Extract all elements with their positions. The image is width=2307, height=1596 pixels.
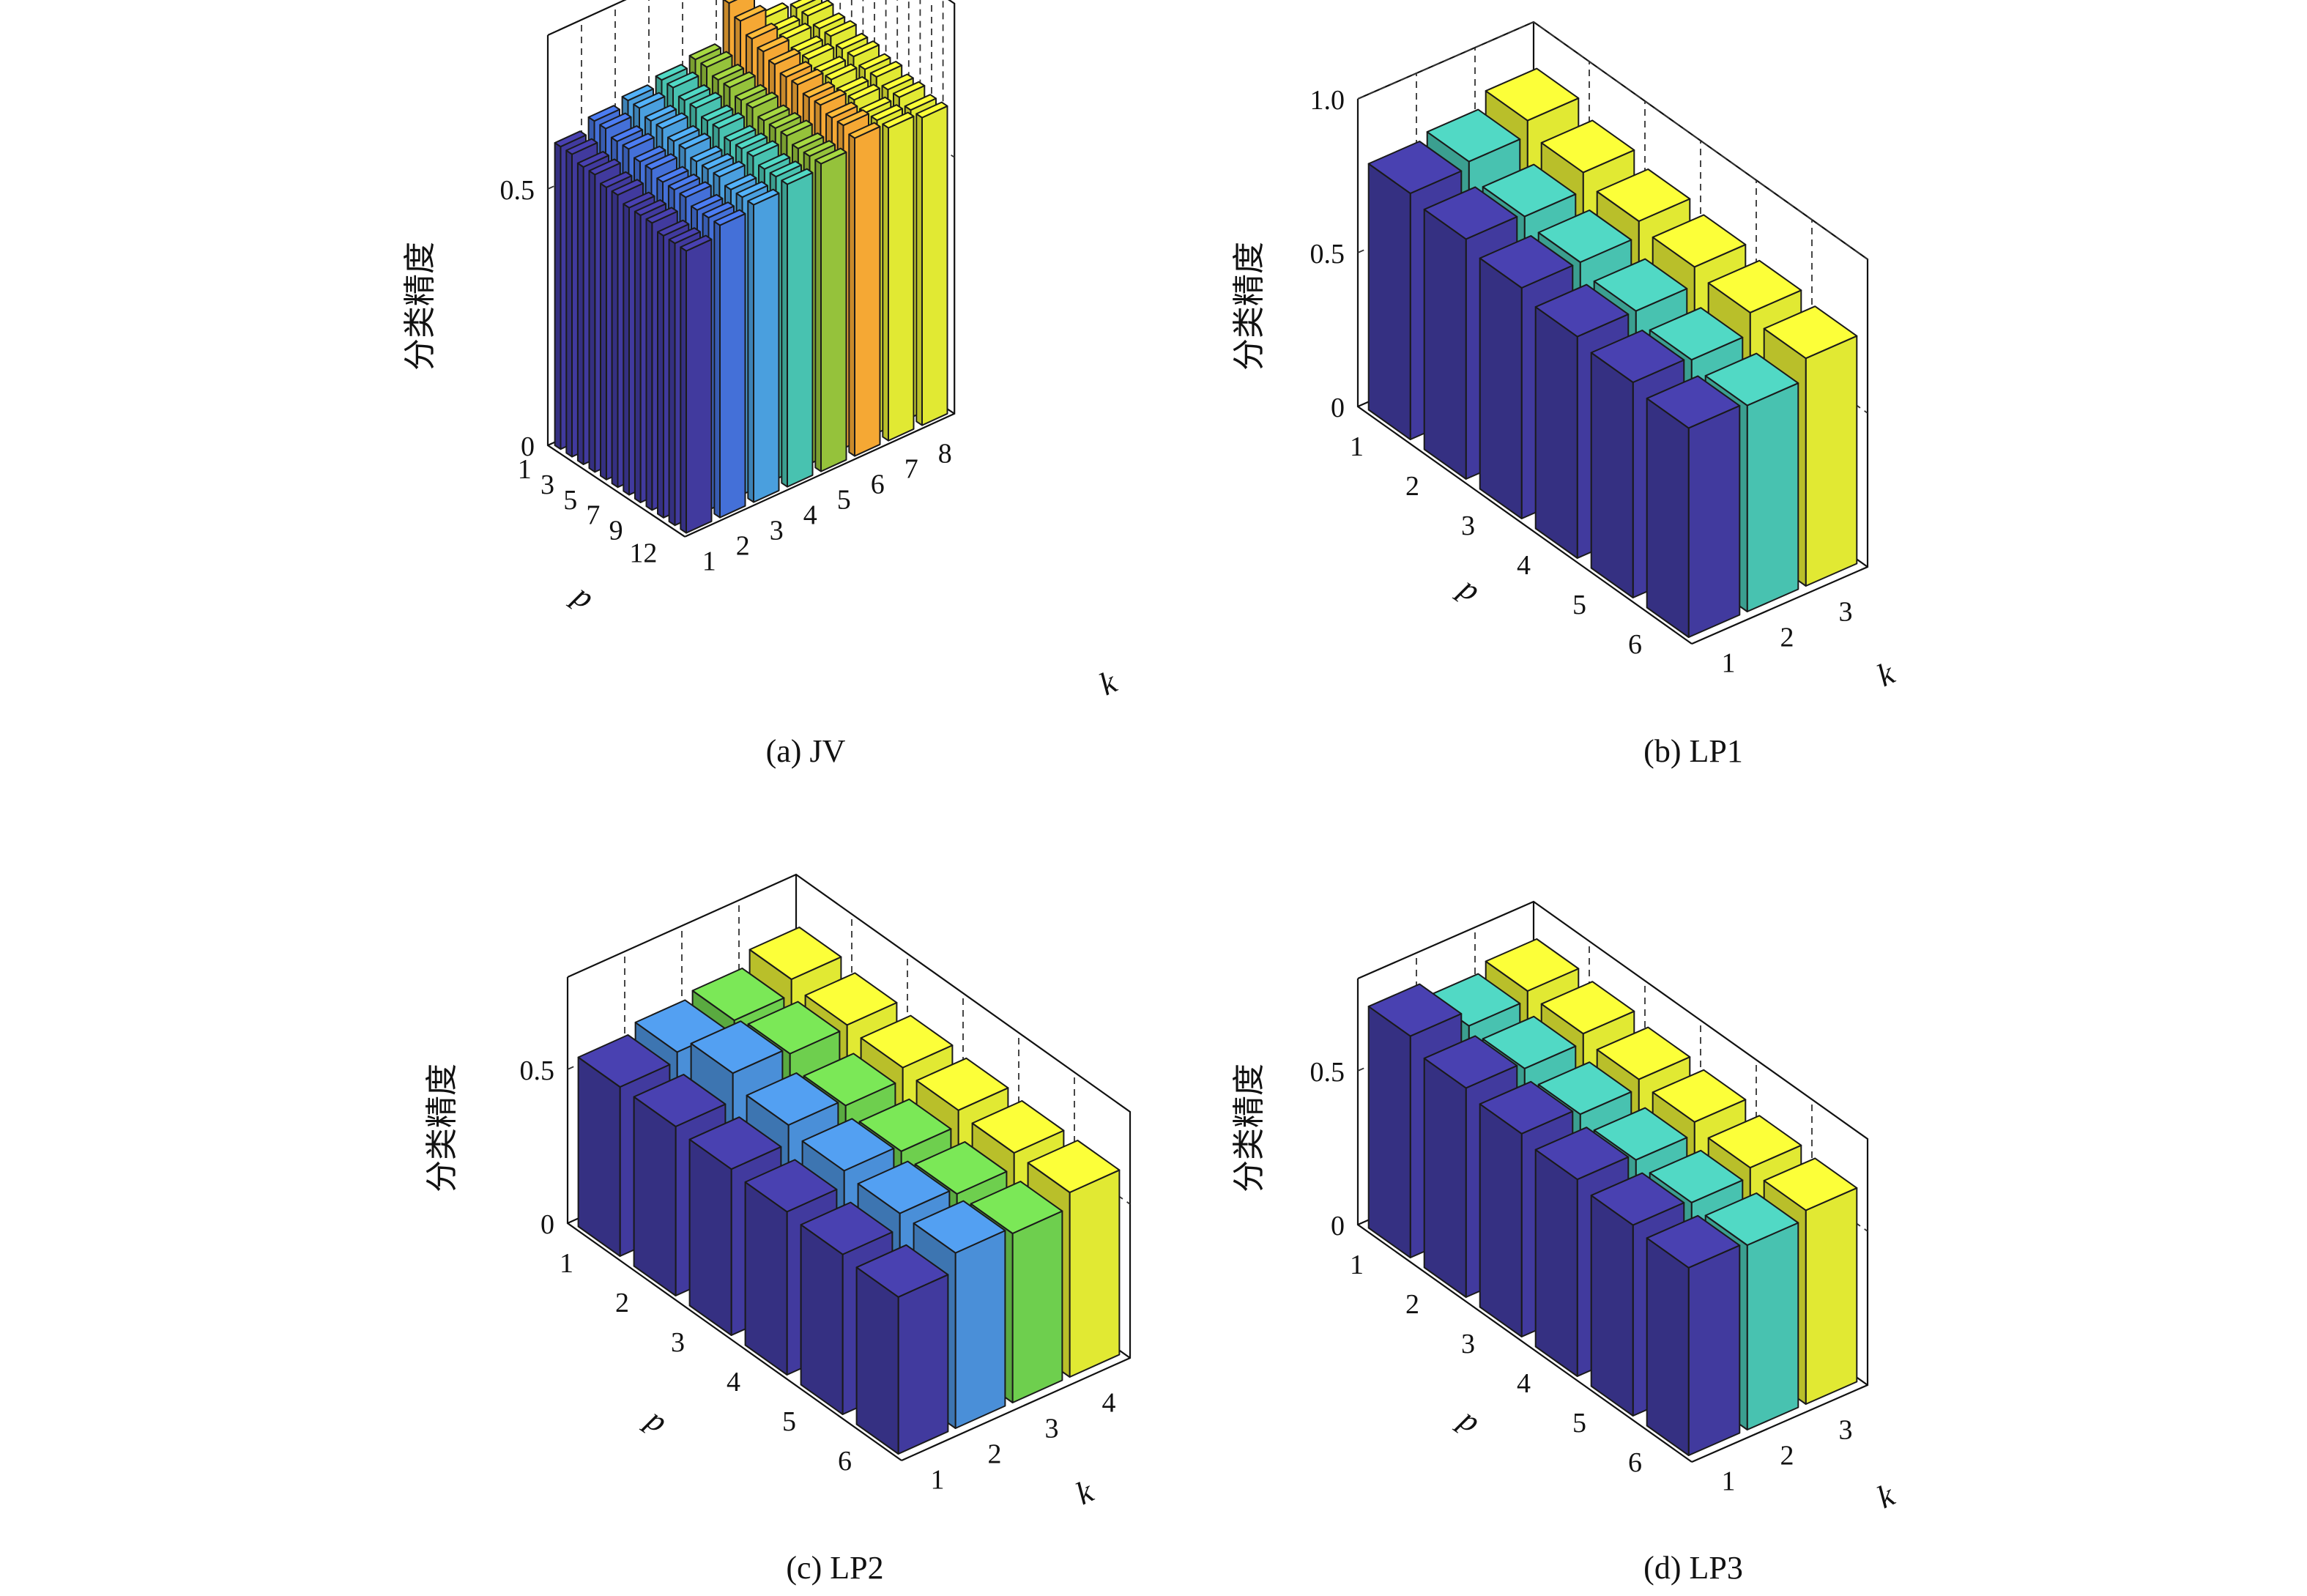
chart-panel-2: 0 0.5 1.0 1 2 3 4 5 6 1 2 3 p k 分类精度 (b) LP1 bbox=[1230, 21, 1901, 769]
p-tick-label: 3 bbox=[540, 469, 554, 500]
p-tick-label: 12 bbox=[629, 538, 657, 569]
panel-caption: (a) JV bbox=[766, 733, 846, 769]
z-axis-label: 分类精度 bbox=[1230, 242, 1268, 371]
p-tick-label: 5 bbox=[563, 485, 577, 516]
bar-k5-p12 bbox=[814, 147, 847, 472]
k-tick-label: 5 bbox=[837, 484, 851, 515]
bar-k7-p12 bbox=[882, 111, 915, 442]
k-tick-label: 2 bbox=[988, 1439, 1002, 1470]
k-tick-label: 1 bbox=[1722, 1466, 1736, 1497]
p-tick-label: 3 bbox=[1461, 1329, 1475, 1359]
p-axis-label: p bbox=[565, 576, 601, 615]
z-tick-label: 0 bbox=[1331, 393, 1345, 423]
p-tick-label: 2 bbox=[1405, 471, 1419, 502]
panel-caption: (c) LP2 bbox=[786, 1550, 883, 1586]
p-tick-label: 6 bbox=[1628, 629, 1642, 660]
k-tick-label: 3 bbox=[1045, 1414, 1059, 1444]
panel-caption: (b) LP1 bbox=[1643, 733, 1743, 769]
p-axis-label: p bbox=[1452, 568, 1487, 608]
bar-k4-p12 bbox=[781, 168, 814, 488]
bar-k6-p12 bbox=[848, 122, 881, 457]
k-tick-label: 6 bbox=[871, 469, 885, 500]
bars bbox=[1367, 67, 1858, 638]
z-tick-label: 0.5 bbox=[520, 1055, 555, 1086]
bar-k2-p12 bbox=[713, 209, 746, 519]
p-tick-label: 6 bbox=[838, 1446, 852, 1477]
k-tick-label: 3 bbox=[770, 515, 784, 546]
z-tick-label: 0.5 bbox=[1310, 239, 1345, 270]
k-tick-label: 2 bbox=[736, 530, 750, 561]
panel-caption: (d) LP3 bbox=[1643, 1550, 1743, 1586]
p-axis-label: p bbox=[1452, 1400, 1487, 1439]
p-tick-label: 1 bbox=[1350, 1250, 1364, 1280]
bars bbox=[1367, 938, 1858, 1456]
z-tick-label: 0.5 bbox=[500, 175, 535, 206]
k-axis-label: k bbox=[1872, 655, 1901, 694]
p-tick-label: 7 bbox=[586, 500, 600, 531]
bar-k3-p12 bbox=[747, 188, 780, 503]
p-axis-label: p bbox=[639, 1400, 675, 1439]
p-tick-label: 1 bbox=[560, 1248, 573, 1279]
k-tick-label: 2 bbox=[1780, 623, 1794, 653]
k-tick-label: 3 bbox=[1839, 1415, 1853, 1446]
k-tick-label: 7 bbox=[904, 453, 918, 484]
k-axis-label: k bbox=[1071, 1473, 1100, 1512]
p-tick-label: 2 bbox=[1405, 1289, 1419, 1320]
chart-panel-3: 0 0.5 1 2 3 4 5 6 1 2 3 4 p k 分类精度 (c) LP2 bbox=[423, 873, 1132, 1586]
bars bbox=[577, 927, 1121, 1455]
p-tick-label: 2 bbox=[615, 1288, 629, 1318]
k-tick-label: 1 bbox=[931, 1465, 945, 1496]
z-tick-label: 0.5 bbox=[1310, 1057, 1345, 1088]
k-axis-label: k bbox=[1872, 1477, 1901, 1515]
z-axis-label: 分类精度 bbox=[401, 242, 439, 371]
p-tick-label: 9 bbox=[609, 515, 623, 546]
p-tick-label: 3 bbox=[671, 1327, 685, 1358]
z-tick-label: 0 bbox=[521, 431, 535, 462]
p-tick-label: 1 bbox=[1350, 431, 1364, 462]
z-axis-label: 分类精度 bbox=[423, 1064, 461, 1192]
p-tick-label: 1 bbox=[518, 454, 532, 485]
bar-k1-p6 bbox=[1646, 375, 1741, 638]
bar-k1-p6 bbox=[1646, 1214, 1741, 1456]
k-tick-label: 4 bbox=[1102, 1388, 1116, 1419]
p-tick-label: 6 bbox=[1628, 1447, 1642, 1478]
chart-panel-4: 0 0.5 1 2 3 4 5 6 1 2 3 p k 分类精度 (d) LP3 bbox=[1230, 900, 1901, 1586]
bar-k1-p6 bbox=[855, 1244, 949, 1455]
p-tick-label: 5 bbox=[1572, 1408, 1586, 1439]
bars bbox=[554, 0, 948, 534]
bar-k1-p5 bbox=[1590, 1172, 1685, 1417]
z-tick-label: 1.0 bbox=[1310, 85, 1345, 116]
bar-k8-p12 bbox=[915, 101, 948, 426]
k-tick-label: 2 bbox=[1780, 1441, 1794, 1471]
k-tick-label: 4 bbox=[803, 500, 817, 530]
z-tick-label: 0 bbox=[540, 1209, 554, 1240]
p-tick-label: 4 bbox=[1517, 1368, 1531, 1399]
p-tick-label: 4 bbox=[727, 1367, 740, 1398]
z-tick-label: 0 bbox=[1331, 1211, 1345, 1241]
p-tick-label: 5 bbox=[782, 1406, 796, 1437]
k-tick-label: 1 bbox=[702, 546, 716, 576]
k-tick-label: 8 bbox=[938, 438, 952, 469]
z-axis-label: 分类精度 bbox=[1230, 1064, 1268, 1192]
bar-k1-p12 bbox=[680, 234, 713, 534]
k-tick-label: 3 bbox=[1839, 597, 1853, 628]
k-axis-label: k bbox=[1094, 664, 1123, 702]
p-tick-label: 3 bbox=[1461, 511, 1475, 541]
k-tick-label: 1 bbox=[1722, 648, 1736, 679]
p-tick-label: 4 bbox=[1517, 550, 1531, 581]
p-tick-label: 5 bbox=[1572, 590, 1586, 620]
